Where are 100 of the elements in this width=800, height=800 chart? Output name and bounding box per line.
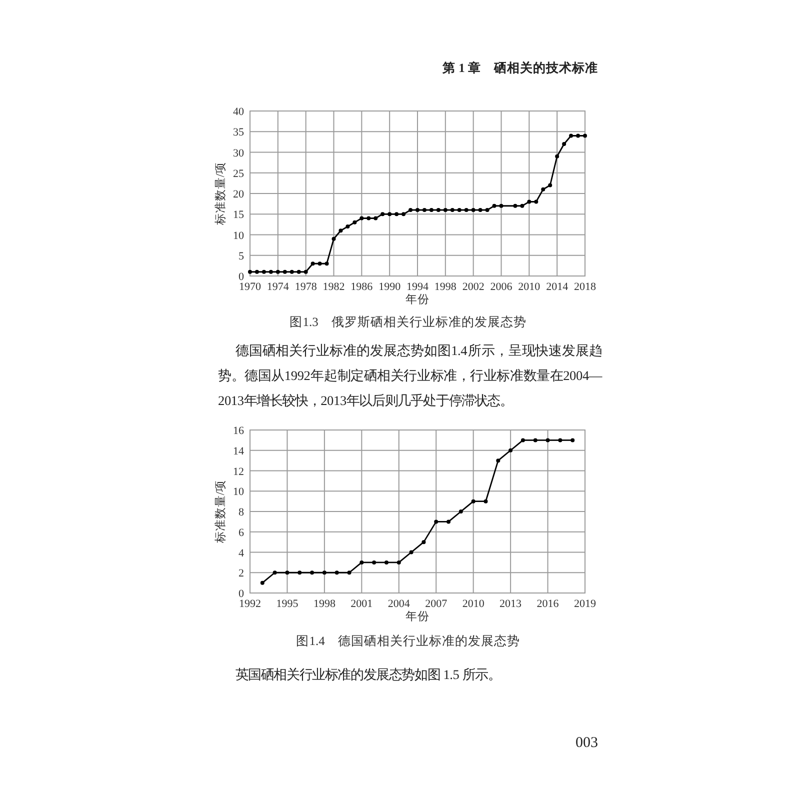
point xyxy=(324,262,329,266)
y-axis-title: 标准数量/项 xyxy=(214,480,227,544)
point xyxy=(434,520,438,524)
x-tick-label: 1974 xyxy=(266,281,290,293)
point xyxy=(346,224,350,228)
point xyxy=(408,208,413,212)
point xyxy=(508,448,513,452)
point xyxy=(248,270,252,274)
x-tick-label: 2007 xyxy=(425,598,448,610)
x-tick-label: 2010 xyxy=(462,598,485,610)
point xyxy=(388,212,392,216)
y-tick-label: 10 xyxy=(233,486,244,498)
y-tick-label: 6 xyxy=(238,526,244,539)
point xyxy=(443,208,448,212)
x-tick-label: 2018 xyxy=(574,281,596,293)
point xyxy=(576,134,580,138)
point xyxy=(254,270,259,274)
point xyxy=(496,458,500,463)
x-tick-label: 2019 xyxy=(574,598,596,610)
x-tick-label: 1970 xyxy=(239,281,262,293)
text: 德国硒相关行业标准的发展态势如图1.4所示，呈现快速发展趋势。德国从1992年起制定硒相关行业标准，行业标准数量在2004—2013年增长较快，2013年以后则几乎处于停滞状态。 xyxy=(218,342,602,410)
point xyxy=(285,570,290,575)
point xyxy=(484,499,488,504)
point xyxy=(570,438,575,442)
x-tick-label: 2004 xyxy=(388,598,410,610)
point xyxy=(429,208,434,212)
x-tick-label: 1995 xyxy=(276,598,299,610)
x-tick-label: 1990 xyxy=(378,281,402,293)
point xyxy=(374,216,378,220)
point xyxy=(478,208,482,212)
point xyxy=(546,438,550,442)
x-tick-label: 1978 xyxy=(294,281,318,293)
point xyxy=(562,142,566,146)
x-tick-label: 1986 xyxy=(350,281,374,293)
point xyxy=(471,208,476,212)
point xyxy=(352,220,357,224)
y-tick-label: 30 xyxy=(233,147,244,160)
point xyxy=(492,204,496,208)
point xyxy=(268,270,273,274)
point xyxy=(513,204,518,208)
point xyxy=(533,438,538,442)
x-tick-label: 1994 xyxy=(406,281,429,293)
x-tick-label: 2006 xyxy=(490,281,513,293)
text: 图1.3 俄罗斯硒相关行业标准的发展态势 xyxy=(290,315,526,329)
y-tick-label: 2 xyxy=(238,568,244,580)
point xyxy=(446,520,451,524)
point xyxy=(318,262,322,266)
point xyxy=(347,570,352,575)
y-tick-label: 40 xyxy=(233,106,244,118)
point xyxy=(360,560,364,564)
point xyxy=(360,216,364,220)
point xyxy=(409,550,414,554)
y-tick-label: 16 xyxy=(233,425,244,437)
point xyxy=(471,499,476,504)
point xyxy=(304,270,308,274)
y-tick-label: 4 xyxy=(238,547,244,560)
point xyxy=(290,270,294,274)
point xyxy=(380,212,385,216)
text: 图1.4 德国硒相关行业标准的发展态势 xyxy=(296,634,520,648)
x-tick-label: 1998 xyxy=(434,281,457,293)
point xyxy=(520,204,524,208)
point xyxy=(464,208,468,212)
point xyxy=(583,134,587,138)
point xyxy=(282,270,287,274)
point xyxy=(436,208,440,212)
point xyxy=(485,208,490,212)
point xyxy=(298,570,302,575)
x-tick-label: 2010 xyxy=(518,281,541,293)
point xyxy=(310,570,314,575)
point xyxy=(541,187,546,192)
x-tick-label: 1992 xyxy=(239,598,261,610)
y-tick-label: 8 xyxy=(238,506,244,518)
point xyxy=(322,570,326,575)
y-tick-label: 14 xyxy=(233,445,244,458)
point xyxy=(520,438,525,442)
y-tick-label: 20 xyxy=(233,188,244,200)
point xyxy=(422,208,426,212)
x-axis-title: 年份 xyxy=(406,610,430,623)
point xyxy=(366,216,371,220)
point xyxy=(458,510,463,514)
x-tick-label: 2001 xyxy=(350,598,373,610)
point xyxy=(534,200,538,204)
point xyxy=(332,236,336,241)
text: 第 1 章 硒相关的技术标准 xyxy=(442,60,598,75)
y-tick-label: 35 xyxy=(233,126,244,139)
text: 003 xyxy=(576,735,598,751)
y-tick-label: 15 xyxy=(233,209,244,222)
x-tick-label: 2016 xyxy=(536,598,560,610)
y-tick-label: 0 xyxy=(238,588,244,600)
point xyxy=(276,270,280,274)
x-tick-label: 1998 xyxy=(313,598,336,610)
point xyxy=(396,560,401,564)
point xyxy=(402,212,406,216)
point xyxy=(555,154,560,158)
x-tick-label: 1982 xyxy=(322,281,345,293)
y-tick-label: 5 xyxy=(238,250,244,262)
y-tick-label: 10 xyxy=(233,230,244,242)
point xyxy=(334,570,339,575)
point xyxy=(558,438,562,442)
point xyxy=(272,570,277,575)
